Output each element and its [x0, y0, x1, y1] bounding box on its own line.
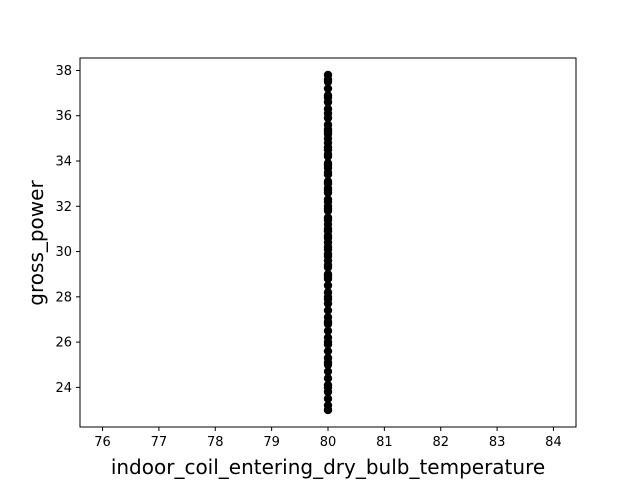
data-point [323, 215, 333, 225]
y-tick-label: 30 [55, 245, 72, 260]
x-tick-label: 76 [94, 435, 111, 450]
data-point [323, 306, 333, 315]
y-tick-label: 36 [55, 109, 72, 124]
x-tick-label: 79 [263, 435, 280, 450]
data-point [323, 93, 333, 102]
data-point [323, 394, 333, 403]
data-point [323, 143, 333, 152]
data-point [323, 260, 333, 270]
data-point [323, 288, 333, 297]
x-tick-label: 77 [151, 435, 168, 450]
data-point [323, 272, 333, 281]
y-tick-label: 32 [55, 200, 72, 215]
data-point [323, 337, 333, 347]
y-tick-label: 28 [55, 290, 72, 305]
data-point [323, 367, 333, 376]
data-point [323, 401, 333, 410]
y-tick-label: 26 [55, 336, 72, 351]
data-point [323, 383, 333, 392]
data-points [323, 70, 333, 415]
y-axis-label: gross_power [24, 180, 48, 306]
data-point [323, 294, 333, 304]
data-point [323, 129, 333, 139]
data-point [323, 197, 333, 206]
x-tick-label: 84 [545, 435, 562, 450]
data-point [323, 326, 333, 335]
data-point [323, 346, 333, 356]
data-point [323, 75, 333, 84]
data-point [323, 358, 333, 367]
data-point [323, 204, 333, 213]
data-point [323, 281, 333, 290]
x-axis-label: indoor_coil_entering_dry_bulb_temperatur… [111, 455, 545, 479]
data-point [323, 109, 333, 118]
x-tick-label: 81 [376, 435, 393, 450]
y-tick-label: 34 [55, 155, 72, 170]
y-axis-ticks: 24 26 28 30 32 34 36 38 [55, 64, 80, 396]
data-point [323, 317, 333, 326]
x-tick-label: 83 [489, 435, 506, 450]
data-point [323, 150, 333, 159]
data-point [323, 251, 333, 261]
data-point [323, 374, 333, 383]
x-tick-label: 80 [320, 435, 337, 450]
x-tick-label: 82 [432, 435, 449, 450]
data-point [323, 161, 333, 170]
data-point [323, 242, 333, 252]
y-tick-label: 24 [55, 381, 72, 396]
x-axis-ticks: 76 77 78 79 80 81 82 83 84 [94, 427, 562, 450]
y-tick-label: 38 [55, 64, 72, 79]
data-point [323, 186, 333, 195]
data-point [323, 84, 333, 93]
data-point [323, 168, 333, 177]
data-point [323, 179, 333, 188]
data-point [323, 233, 333, 243]
x-tick-label: 78 [207, 435, 224, 450]
data-point [323, 224, 333, 234]
